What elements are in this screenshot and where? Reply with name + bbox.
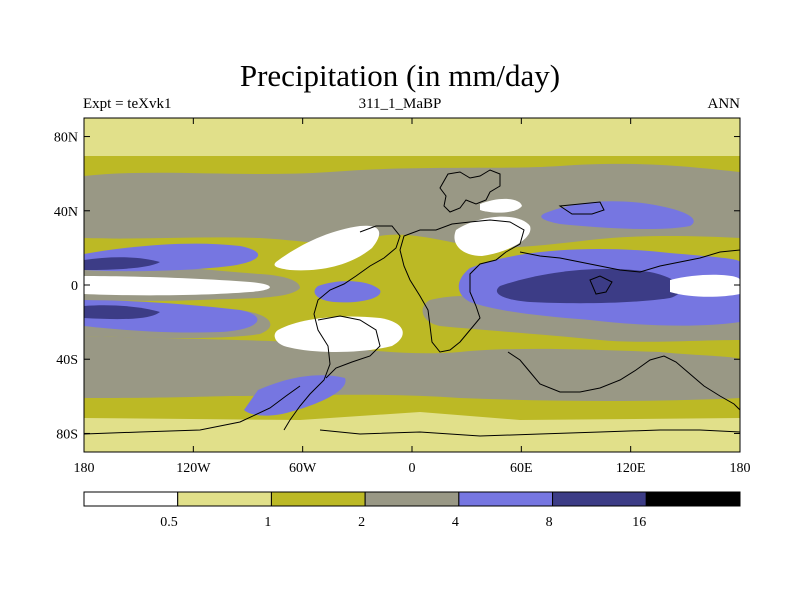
coastlines xyxy=(84,169,740,437)
colorbar-swatch xyxy=(270,491,366,507)
x-tick-label: 60E xyxy=(510,461,533,476)
coast-africa xyxy=(399,219,525,353)
coast-antarctic-west xyxy=(84,385,301,435)
experiment-label: Expt = teXvk1 xyxy=(83,96,172,112)
colorbar-label: 16 xyxy=(632,515,646,530)
contour-band-pacific-dry xyxy=(84,276,270,296)
coast-asia xyxy=(519,249,740,273)
contour-band-north-dry xyxy=(84,118,740,156)
colorbar-swatch xyxy=(83,491,179,507)
contour-fill xyxy=(84,118,740,452)
x-tick-label: 60W xyxy=(289,461,317,476)
colorbar-label: 4 xyxy=(452,515,459,530)
contour-band-north-gray xyxy=(84,163,740,248)
contour-band-south-atlantic-dry xyxy=(274,316,403,352)
colorbar-swatch xyxy=(645,491,741,507)
coast-southeast-asia xyxy=(589,275,613,295)
x-tick-label: 120E xyxy=(616,461,646,476)
x-tick-label: 120W xyxy=(176,461,211,476)
x-axis-ticks: 180 120W 60W 0 60E 120E 180 xyxy=(74,118,751,476)
contour-band-south-gray xyxy=(84,336,740,401)
period-label: 311_1_MaBP xyxy=(358,96,442,112)
chart-title: Precipitation (in mm/day) xyxy=(239,58,561,93)
colorbar: 0.5 1 2 4 8 16 xyxy=(83,491,741,530)
contour-band-indian-navy xyxy=(496,268,681,304)
contour-band-chile-blue xyxy=(244,375,346,416)
coast-americas xyxy=(283,225,401,431)
colorbar-swatch xyxy=(458,491,554,507)
contour-band-west-pacific-dry xyxy=(670,274,740,297)
y-tick-label: 40S xyxy=(56,353,78,368)
coast-south-america xyxy=(317,315,381,379)
x-tick-label: 180 xyxy=(74,461,95,476)
y-tick-label: 80N xyxy=(54,131,78,146)
x-tick-label: 180 xyxy=(730,461,751,476)
contour-band-amazon-blue xyxy=(314,281,381,303)
colorbar-label: 1 xyxy=(264,515,271,530)
contour-band-asia-blue xyxy=(541,201,694,230)
coast-himalaya xyxy=(558,201,605,215)
colorbar-swatch xyxy=(364,491,460,507)
contour-band-sahara-dry xyxy=(454,216,531,256)
contour-band-arabia-dry xyxy=(480,198,522,213)
x-tick-label: 0 xyxy=(409,461,416,476)
colorbar-label: 0.5 xyxy=(160,515,178,530)
colorbar-label: 8 xyxy=(546,515,553,530)
coast-antarctic-east xyxy=(319,429,740,437)
season-label: ANN xyxy=(707,96,741,112)
y-axis-ticks: 80N 40N 0 40S 80S xyxy=(54,131,740,442)
coast-scandinavia xyxy=(439,169,501,213)
y-tick-label: 0 xyxy=(71,279,78,294)
y-tick-label: 80S xyxy=(56,427,78,442)
coast-australia-antarctica xyxy=(507,351,740,411)
contour-band-south-pacific-navy xyxy=(84,305,160,320)
contour-band-north-pacific-navy xyxy=(84,257,160,270)
colorbar-swatch xyxy=(177,491,272,507)
contour-band-north-atlantic-dry xyxy=(274,225,380,271)
y-tick-label: 40N xyxy=(54,205,78,220)
colorbar-swatch xyxy=(552,491,647,507)
colorbar-label: 2 xyxy=(358,515,365,530)
